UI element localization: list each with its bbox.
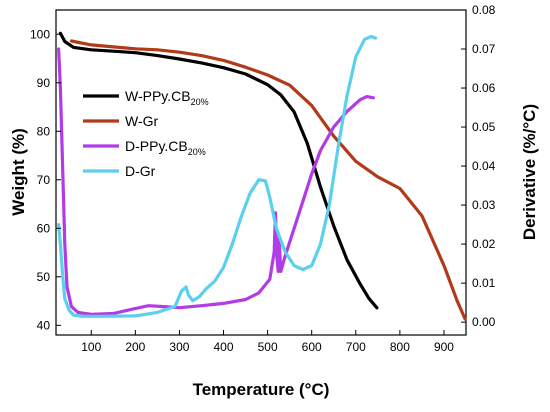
series-layer — [57, 31, 467, 321]
legend-label: D-Gr — [125, 163, 156, 179]
x-tick-label: 400 — [214, 340, 234, 354]
legend-label-name: D-Gr — [125, 163, 156, 179]
y-right-tick-label: 0.06 — [472, 81, 496, 95]
x-tick-label: 800 — [390, 340, 410, 354]
x-tick-label: 600 — [302, 340, 322, 354]
legend-label: W-Gr — [125, 113, 159, 129]
legend-label-name: D-PPy.CB — [125, 138, 188, 154]
x-tick-label: 300 — [169, 340, 189, 354]
series-line-w-ppy-cb — [58, 31, 379, 310]
y-right-tick-label: 0.08 — [472, 3, 496, 17]
y-right-tick-label: 0.01 — [472, 276, 496, 290]
y-right-tick-label: 0.07 — [472, 42, 496, 56]
y-left-tick-label: 50 — [37, 270, 51, 284]
y-right-tick-label: 0.05 — [472, 120, 496, 134]
y-left-tick-label: 100 — [30, 27, 50, 41]
series-line-d-gr — [57, 34, 378, 318]
y-left-axis-title: Weight (%) — [9, 128, 28, 216]
series-line-d-ppy-cb — [57, 47, 375, 316]
x-tick-label: 700 — [346, 340, 366, 354]
y-left-tick-label: 70 — [37, 173, 51, 187]
legend: W-PPy.CB20%W-GrD-PPy.CB20%D-Gr — [83, 88, 209, 179]
legend-label: D-PPy.CB20% — [125, 138, 206, 157]
y-right-axis-title: Derivative (%/°C) — [520, 104, 539, 240]
x-tick-label: 100 — [81, 340, 101, 354]
y-right-tick-label: 0.03 — [472, 198, 496, 212]
x-axis-title: Temperature (°C) — [193, 380, 330, 399]
y-left-tick-label: 80 — [37, 124, 51, 138]
legend-label-subscript: 20% — [191, 97, 209, 107]
axes-layer: 100 200 300 400 500 600 700 800 900 40 50 60 70 80 90 1… — [30, 3, 496, 354]
legend-label-subscript: 20% — [188, 147, 206, 157]
x-tick-label: 200 — [125, 340, 145, 354]
y-right-tick-label: 0.02 — [472, 237, 496, 251]
x-tick-label: 500 — [258, 340, 278, 354]
series-line-w-gr — [69, 39, 467, 321]
y-right-tick-label: 0.04 — [472, 159, 496, 173]
x-tick-label: 900 — [434, 340, 454, 354]
y-left-tick-label: 60 — [37, 221, 51, 235]
legend-label-name: W-PPy.CB — [125, 88, 191, 104]
y-left-tick-label: 90 — [37, 76, 51, 90]
y-right-tick-label: 0.00 — [472, 315, 496, 329]
legend-label-name: W-Gr — [125, 113, 159, 129]
y-left-tick-label: 40 — [37, 318, 51, 332]
plot-frame — [55, 9, 467, 336]
legend-label: W-PPy.CB20% — [125, 88, 209, 107]
